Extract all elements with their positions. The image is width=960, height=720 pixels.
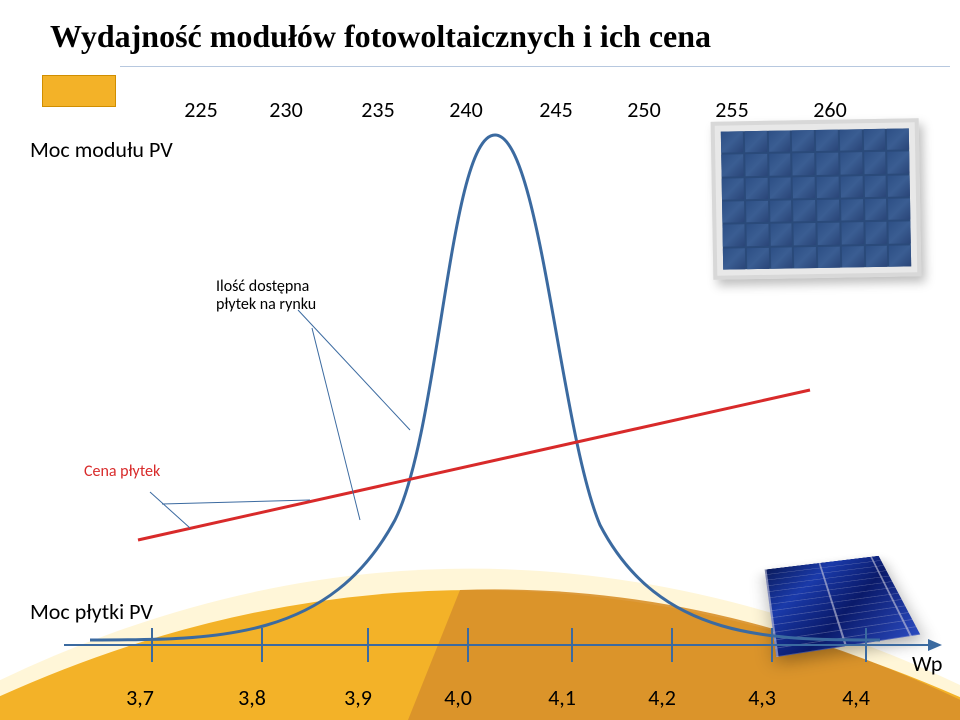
solar-panel-grid bbox=[721, 128, 911, 269]
bottom-axis-value: 4,1 bbox=[542, 684, 582, 711]
top-axis-value: 235 bbox=[358, 96, 398, 123]
cena-label: Cena płytek bbox=[84, 462, 160, 481]
top-axis-value: 260 bbox=[810, 96, 850, 123]
page-title: Wydajność modułów fotowoltaicznych i ich… bbox=[50, 18, 711, 55]
moc-modulu-label: Moc modułu PV bbox=[30, 136, 173, 163]
solar-panel-image bbox=[711, 118, 922, 280]
solar-cell-image bbox=[765, 556, 921, 657]
bottom-axis-value: 3,7 bbox=[120, 684, 160, 711]
bottom-axis-value: 4,3 bbox=[742, 684, 782, 711]
ilosc-label: Ilość dostępna płytek na rynku bbox=[216, 278, 316, 315]
axis-unit-label: Wp bbox=[912, 650, 943, 677]
bottom-axis-value: 4,4 bbox=[836, 684, 876, 711]
top-axis-value: 245 bbox=[536, 96, 576, 123]
moc-plytki-label: Moc płytki PV bbox=[30, 598, 153, 625]
pointer-lines bbox=[150, 310, 410, 528]
title-divider bbox=[120, 66, 950, 67]
bullet-icon bbox=[42, 75, 116, 107]
bottom-axis-value: 3,8 bbox=[232, 684, 272, 711]
top-axis-value: 230 bbox=[266, 96, 306, 123]
top-axis-value: 250 bbox=[624, 96, 664, 123]
bottom-axis-value: 3,9 bbox=[338, 684, 378, 711]
bottom-axis-value: 4,0 bbox=[438, 684, 478, 711]
slide: Wydajność modułów fotowoltaicznych i ich… bbox=[0, 0, 960, 720]
top-axis-value: 225 bbox=[181, 96, 221, 123]
price-line bbox=[138, 390, 810, 540]
top-axis-value: 240 bbox=[446, 96, 486, 123]
top-axis-value: 255 bbox=[712, 96, 752, 123]
bottom-axis-value: 4,2 bbox=[642, 684, 682, 711]
